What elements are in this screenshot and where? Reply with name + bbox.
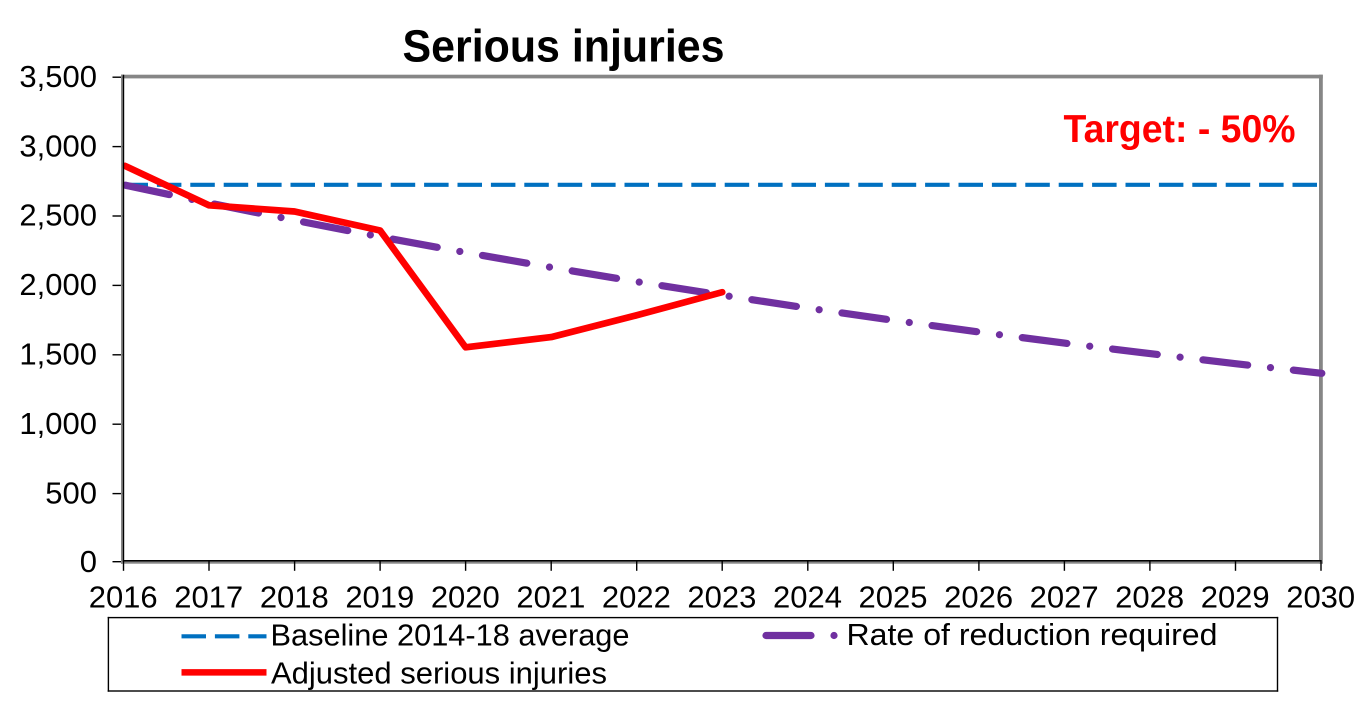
svg-text:2027: 2027 (1030, 580, 1099, 615)
svg-text:2026: 2026 (944, 580, 1013, 615)
svg-text:2016: 2016 (89, 580, 158, 615)
svg-text:1,500: 1,500 (19, 337, 97, 372)
svg-text:2029: 2029 (1201, 580, 1270, 615)
svg-text:2030: 2030 (1286, 580, 1355, 615)
svg-text:Adjusted serious injuries: Adjusted serious injuries (271, 656, 607, 691)
svg-text:2024: 2024 (773, 580, 842, 615)
svg-text:2019: 2019 (345, 580, 414, 615)
svg-text:500: 500 (45, 475, 97, 510)
svg-text:0: 0 (80, 544, 97, 579)
svg-text:3,000: 3,000 (19, 128, 97, 163)
svg-text:2,500: 2,500 (19, 198, 97, 233)
svg-text:Serious injuries: Serious injuries (403, 20, 725, 71)
svg-text:2028: 2028 (1115, 580, 1184, 615)
svg-text:2018: 2018 (260, 580, 329, 615)
svg-text:2023: 2023 (687, 580, 756, 615)
svg-text:2025: 2025 (859, 580, 928, 615)
svg-text:3,500: 3,500 (19, 59, 97, 94)
svg-text:2017: 2017 (174, 580, 243, 615)
svg-text:2020: 2020 (431, 580, 500, 615)
svg-text:2,000: 2,000 (19, 267, 97, 302)
svg-text:Target: - 50%: Target: - 50% (1064, 108, 1296, 151)
svg-text:Rate of reduction required: Rate of reduction required (847, 617, 1218, 652)
svg-text:2021: 2021 (516, 580, 585, 615)
svg-text:2022: 2022 (602, 580, 671, 615)
svg-text:1,000: 1,000 (19, 406, 97, 441)
svg-text:Baseline 2014-18 average: Baseline 2014-18 average (271, 617, 630, 652)
